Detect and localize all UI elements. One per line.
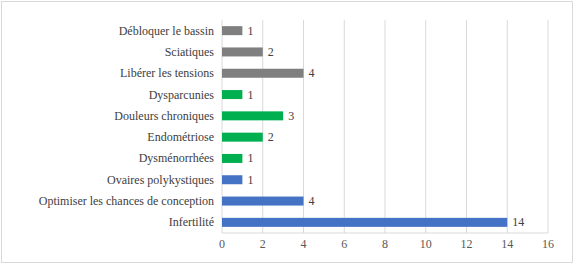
bar <box>222 218 507 227</box>
data-label: 1 <box>247 151 253 165</box>
data-label: 2 <box>268 130 274 144</box>
data-label: 1 <box>247 173 253 187</box>
chart-frame <box>2 2 573 263</box>
bar <box>222 197 304 206</box>
data-label: 4 <box>309 66 315 80</box>
category-label: Dysménorrhées <box>139 151 215 165</box>
grid-line <box>344 20 345 233</box>
grid-line <box>507 20 508 233</box>
grid-line <box>425 20 426 233</box>
data-label: 14 <box>512 215 524 229</box>
category-label: Libérer les tensions <box>120 66 214 80</box>
bar <box>222 26 242 35</box>
data-label: 4 <box>309 194 315 208</box>
bar <box>222 69 304 78</box>
category-label: Ovaires polykystiques <box>107 173 214 187</box>
tick-label: 0 <box>219 237 225 251</box>
x-axis <box>222 233 548 234</box>
category-label: Endométriose <box>147 130 214 144</box>
grid-line <box>385 20 386 233</box>
category-label: Infertilité <box>169 215 214 229</box>
grid-line <box>548 20 549 233</box>
bar <box>222 133 263 142</box>
category-label: Sciatiques <box>165 45 215 59</box>
bar <box>222 90 242 99</box>
bar <box>222 47 263 56</box>
chart: 0246810121416Débloquer le bassin1Sciatiq… <box>0 0 574 264</box>
grid-line <box>466 20 467 233</box>
data-label: 1 <box>247 88 253 102</box>
data-label: 3 <box>288 109 294 123</box>
bar <box>222 175 242 184</box>
data-label: 1 <box>247 24 253 38</box>
data-label: 2 <box>268 45 274 59</box>
tick-label: 10 <box>420 237 432 251</box>
tick-label: 16 <box>542 237 554 251</box>
tick-label: 12 <box>461 237 473 251</box>
bar <box>222 111 283 120</box>
category-label: Optimiser les chances de conception <box>39 194 214 208</box>
category-label: Douleurs chroniques <box>114 109 214 123</box>
bar <box>222 154 242 163</box>
category-label: Débloquer le bassin <box>119 24 214 38</box>
tick-label: 2 <box>260 237 266 251</box>
tick-label: 4 <box>301 237 307 251</box>
category-label: Dysparcunies <box>149 88 215 102</box>
tick-label: 6 <box>341 237 347 251</box>
bars <box>222 26 507 227</box>
tick-label: 8 <box>382 237 388 251</box>
tick-label: 14 <box>501 237 513 251</box>
